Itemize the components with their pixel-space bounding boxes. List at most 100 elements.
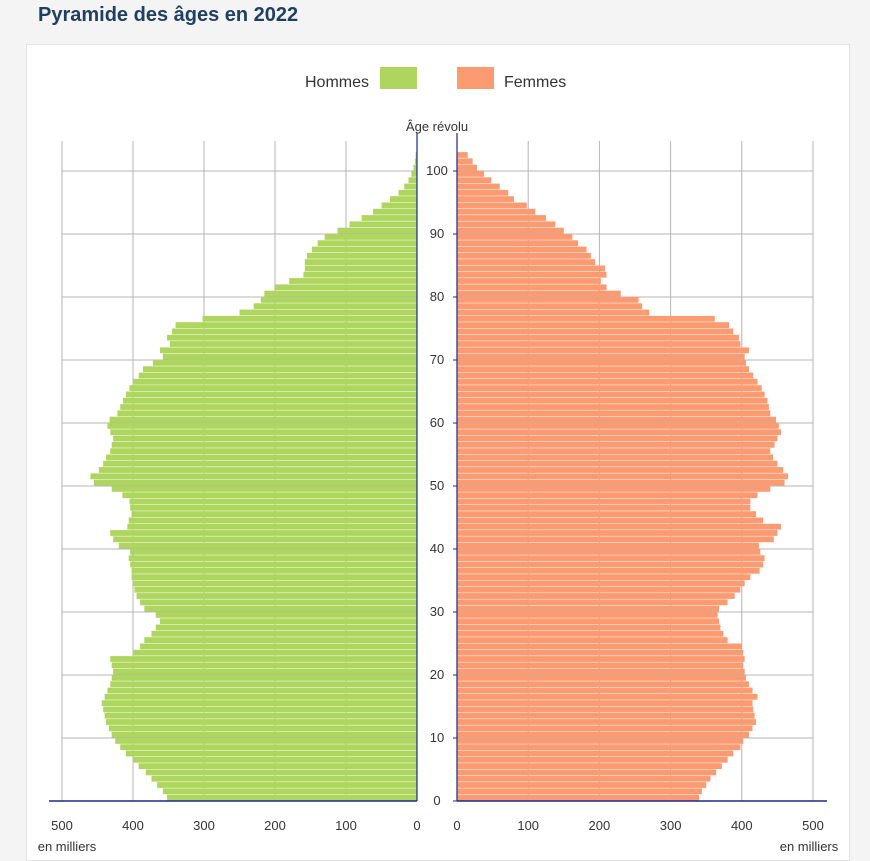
bar-hommes <box>115 738 417 744</box>
x-tick-label-left: 200 <box>264 818 286 833</box>
y-tick-label: 10 <box>430 730 444 745</box>
bar-femmes <box>457 707 753 713</box>
bar-hommes <box>112 732 417 738</box>
bar-femmes <box>457 310 649 316</box>
bar-hommes <box>264 291 417 297</box>
bar-hommes <box>305 266 417 272</box>
bar-hommes <box>133 650 417 656</box>
bar-hommes <box>160 618 417 624</box>
bar-femmes <box>457 385 762 391</box>
bar-femmes <box>457 480 785 486</box>
bar-femmes <box>457 637 728 643</box>
bar-femmes <box>457 347 749 353</box>
bar-hommes <box>390 196 417 202</box>
bar-hommes <box>170 341 417 347</box>
bar-hommes <box>151 776 417 782</box>
x-tick-label-right: 300 <box>660 818 682 833</box>
bar-hommes <box>122 492 417 498</box>
x-tick-label-left: 400 <box>122 818 144 833</box>
bar-hommes <box>134 587 417 593</box>
bar-hommes <box>132 511 417 517</box>
bar-femmes <box>457 593 735 599</box>
bar-femmes <box>457 259 595 265</box>
bar-hommes <box>350 221 417 227</box>
bar-hommes <box>130 505 417 511</box>
bar-hommes <box>133 581 417 587</box>
bar-femmes <box>457 688 752 694</box>
bar-hommes <box>119 543 417 549</box>
bar-femmes <box>457 322 729 328</box>
bar-femmes <box>457 247 587 253</box>
bar-femmes <box>457 656 745 662</box>
bar-femmes <box>457 461 777 467</box>
bar-femmes <box>457 662 743 668</box>
bar-femmes <box>457 587 740 593</box>
bar-femmes <box>457 612 718 618</box>
bar-femmes <box>457 360 746 366</box>
bar-hommes <box>112 442 417 448</box>
x-tick-label-left: 500 <box>51 818 73 833</box>
bar-femmes <box>457 291 621 297</box>
bar-femmes <box>457 272 607 278</box>
bar-femmes <box>457 568 760 574</box>
bar-femmes <box>457 562 763 568</box>
bar-femmes <box>457 555 765 561</box>
x-tick-label-left: 100 <box>335 818 357 833</box>
bar-femmes <box>457 631 723 637</box>
bar-hommes <box>129 499 417 505</box>
bar-hommes <box>106 719 417 725</box>
bar-femmes <box>457 203 527 209</box>
bar-hommes <box>112 486 417 492</box>
bar-femmes <box>457 467 783 473</box>
bar-femmes <box>457 524 781 530</box>
bar-femmes <box>457 505 750 511</box>
bar-femmes <box>457 278 601 284</box>
bar-hommes <box>203 316 417 322</box>
bar-hommes <box>261 297 417 303</box>
bar-hommes <box>120 404 417 410</box>
bar-hommes <box>110 656 417 662</box>
bar-hommes <box>156 625 417 631</box>
bar-hommes <box>240 310 418 316</box>
bar-hommes <box>275 284 417 290</box>
bar-femmes <box>457 335 739 341</box>
bar-hommes <box>133 379 417 385</box>
bar-femmes <box>457 681 749 687</box>
bar-femmes <box>457 511 756 517</box>
bar-femmes <box>457 486 770 492</box>
chart-card: 0 10 20 30 40 50 60 70 80 90 100 500 400 300 200 100 0 0 1… <box>26 44 850 861</box>
y-tick-label: 80 <box>430 289 444 304</box>
bar-hommes <box>172 329 417 335</box>
bar-femmes <box>457 341 740 347</box>
bar-hommes <box>130 562 417 568</box>
bar-hommes <box>318 240 417 246</box>
bar-hommes <box>408 177 417 183</box>
x-axis-title-left: en milliers <box>38 839 97 854</box>
bar-hommes <box>110 530 417 536</box>
bar-femmes <box>457 713 755 719</box>
y-tick-label: 90 <box>430 226 444 241</box>
bar-femmes <box>457 549 760 555</box>
bar-femmes <box>457 190 508 196</box>
bar-hommes <box>90 473 417 479</box>
bar-femmes <box>457 316 715 322</box>
bar-hommes <box>103 707 417 713</box>
bar-hommes <box>102 700 417 706</box>
bar-hommes <box>163 788 417 794</box>
bar-femmes <box>457 436 777 442</box>
bar-hommes <box>167 795 417 801</box>
x-tick-label-right: 200 <box>589 818 611 833</box>
bar-femmes <box>457 392 765 398</box>
bar-femmes <box>457 177 491 183</box>
bar-femmes <box>457 675 746 681</box>
bar-hommes <box>156 612 417 618</box>
bar-femmes <box>457 625 720 631</box>
bar-hommes <box>112 662 417 668</box>
x-tick-label-left: 0 <box>413 818 420 833</box>
bar-femmes <box>457 518 763 524</box>
legend-label-femmes: Femmes <box>504 74 566 91</box>
bar-femmes <box>457 379 757 385</box>
bar-femmes <box>457 795 699 801</box>
bar-femmes <box>457 165 477 171</box>
bar-femmes <box>457 442 775 448</box>
